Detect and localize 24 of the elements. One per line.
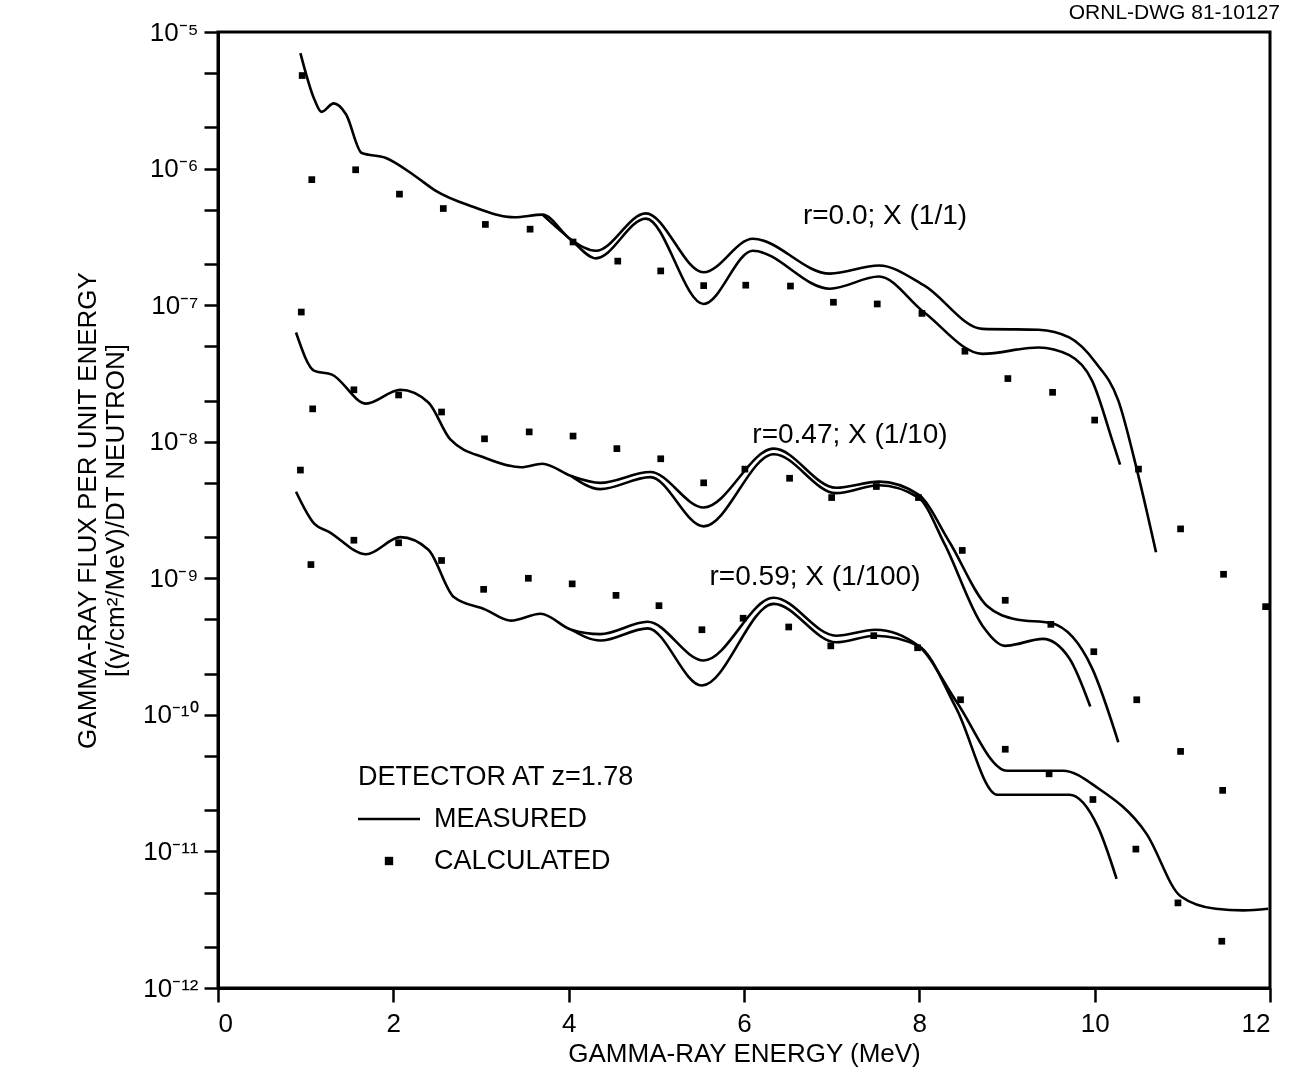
x-tick-label: 0 [218,1007,233,1038]
x-axis-title: GAMMA-RAY ENERGY (MeV) [568,1037,921,1068]
annotation: r=0.47; X (1/10) [752,418,948,449]
annotation: r=0.0; X (1/1) [802,199,968,230]
x-tick-label: 4 [561,1007,577,1038]
y-tick-label: 10⁻⁹ [149,562,199,593]
x-tick-label: 10 [1080,1007,1110,1038]
legend-label: MEASURED [434,803,588,833]
x-tick-label: 12 [1241,1007,1271,1038]
annotation: r=0.59; X (1/100) [709,560,921,591]
legend-title: DETECTOR AT z=1.78 [358,761,634,791]
y-tick-label: 10⁻¹¹ [143,835,199,866]
y-tick-label: 10⁻⁷ [151,289,199,320]
y-axis-title: GAMMA-RAY FLUX PER UNIT ENERGY [(γ/cm²/MeV)/DT NEUTRON] [71,272,130,749]
y-tick-label: 10⁻¹² [143,972,199,1003]
y-tick-label: 10⁻¹⁰ [142,699,199,730]
y-tick-label: 10⁻⁸ [149,426,199,457]
text: ORNL-DWG 81-10127 [1068,0,1280,23]
y-tick-label: 10⁻⁶ [149,153,199,184]
y-tick-label: 10⁻⁵ [149,16,199,47]
x-tick-label: 8 [912,1007,928,1038]
x-tick-label: 6 [737,1007,752,1038]
x-tick-label: 2 [386,1007,402,1038]
legend-label: CALCULATED [434,845,611,875]
